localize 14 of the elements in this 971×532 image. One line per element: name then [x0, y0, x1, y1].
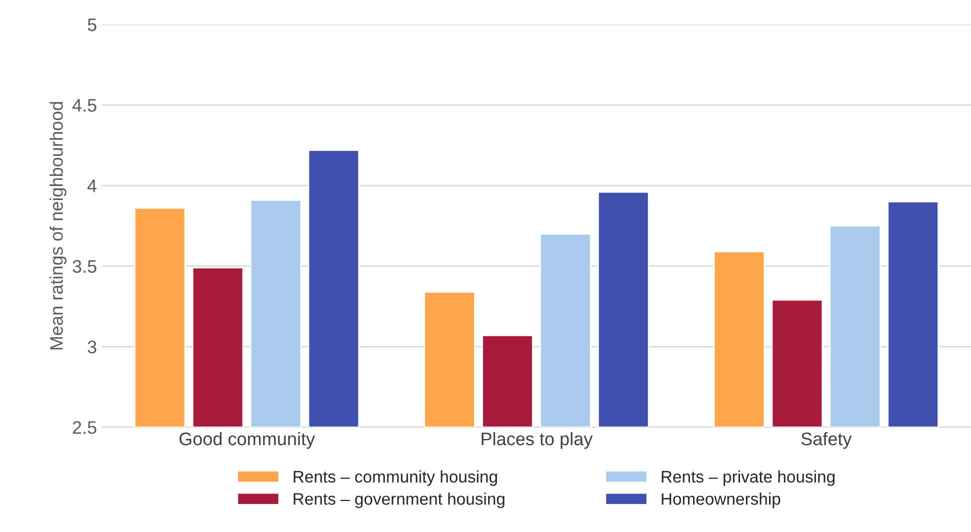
x-tick-label: Safety	[801, 432, 852, 449]
x-tick-label: Good community	[179, 432, 316, 449]
y-tick-label: 3	[88, 340, 96, 354]
legend-label: Rents – government housing	[294, 492, 504, 508]
y-axis-title: Mean ratings of neighbourhood	[50, 102, 66, 350]
legend-label: Rents – community housing	[294, 470, 497, 486]
y-tick-label: 3.5	[72, 260, 96, 273]
y-tick-label: 5	[88, 18, 96, 32]
y-tick-label: 2.5	[72, 421, 96, 434]
legend-label: Homeownership	[662, 492, 780, 508]
y-tick-label: 4	[87, 180, 97, 192]
legend-label: Rents – private housing	[662, 470, 834, 486]
x-tick-label: Places to play	[482, 432, 593, 449]
y-tick-label: 4.5	[72, 99, 96, 112]
